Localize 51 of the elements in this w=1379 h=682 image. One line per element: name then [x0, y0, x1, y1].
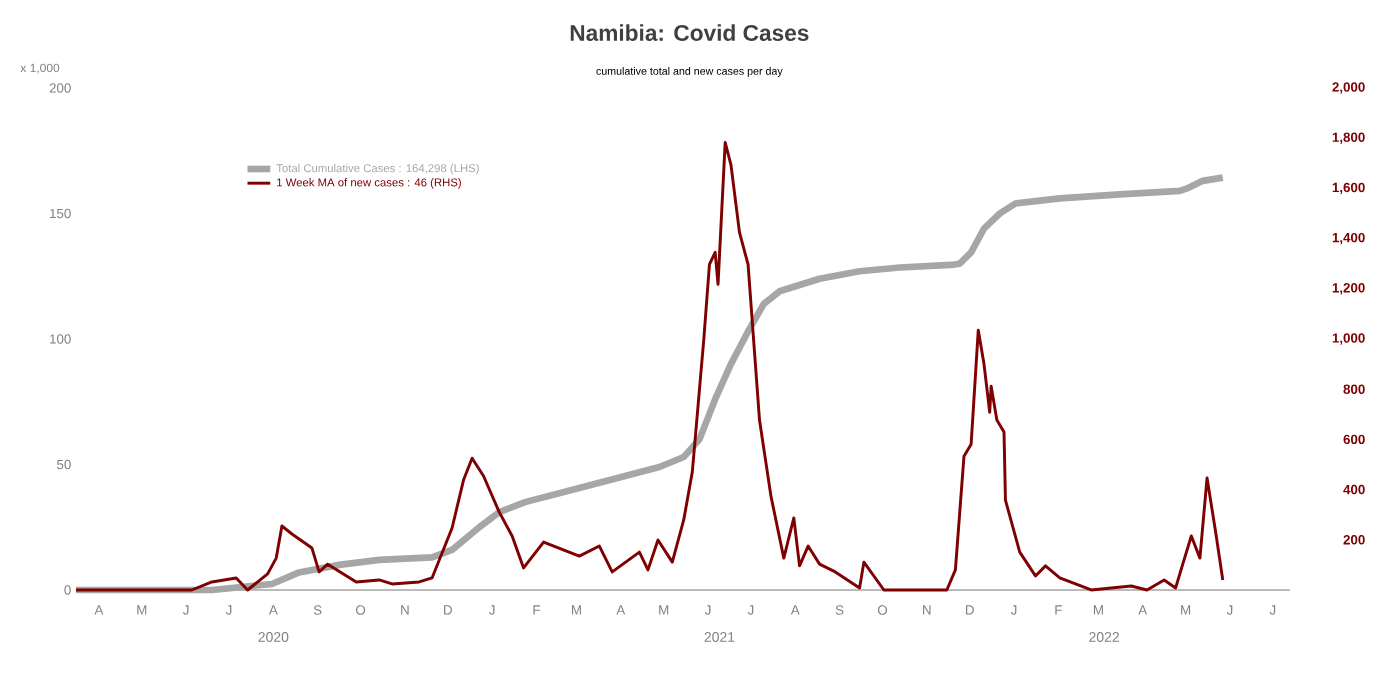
x-tick-label: 2022 — [1089, 632, 1119, 642]
y2-tick-label: 200 — [1343, 535, 1365, 545]
text: A — [616, 605, 626, 615]
text: J — [1226, 605, 1233, 615]
text: F — [533, 605, 540, 615]
x-tick-label: 2020 — [258, 632, 289, 642]
text: N — [401, 605, 409, 615]
text: M — [1181, 605, 1191, 615]
chart-subtitle: cumulative total and new cases per day — [596, 67, 783, 77]
text: J — [747, 605, 754, 615]
y-tick-label: 200 — [49, 83, 71, 93]
y2-tick-label: 600 — [1343, 434, 1365, 445]
text: A — [268, 605, 278, 615]
y2-tick-label: 1,200 — [1332, 283, 1365, 295]
text: J — [225, 605, 232, 615]
text: N — [923, 605, 931, 615]
text: J — [488, 605, 495, 615]
text: D — [444, 605, 452, 615]
y-tick-label: 50 — [57, 459, 71, 470]
y-axis-title: x 1,000 — [20, 63, 60, 74]
y-tick-label: 100 — [50, 334, 71, 344]
text: J — [704, 605, 711, 615]
y-tick-label: 0 — [64, 585, 71, 595]
text: S — [835, 605, 844, 615]
chart-title: Namibia: Covid Cases — [570, 24, 809, 41]
text: J — [182, 605, 189, 615]
text: D — [965, 605, 974, 615]
text: A — [1138, 605, 1148, 615]
text: J — [1269, 605, 1276, 615]
text: F — [1055, 605, 1062, 615]
y2-tick-label: 1,400 — [1332, 232, 1365, 245]
text: M — [1093, 605, 1103, 615]
legend-label: Total Cumulative Cases : 164,298 (LHS) — [276, 163, 479, 175]
legend-label: 1 Week MA of new cases : 46 (RHS) — [277, 178, 461, 189]
text: A — [790, 605, 800, 615]
text: J — [1010, 605, 1017, 615]
y2-tick-label: 1,000 — [1332, 333, 1365, 345]
y-tick-label: 150 — [50, 208, 71, 219]
y2-tick-label: 2,000 — [1332, 82, 1365, 94]
x-tick-label: 2021 — [704, 632, 735, 642]
text: O — [877, 605, 888, 615]
y2-tick-label: 800 — [1343, 384, 1365, 394]
text: M — [137, 605, 147, 615]
y2-tick-label: 1,800 — [1332, 132, 1365, 144]
text: S — [313, 605, 322, 615]
text: M — [572, 605, 581, 615]
text: A — [94, 605, 104, 615]
text: O — [356, 605, 366, 615]
y2-tick-label: 1,600 — [1332, 182, 1365, 195]
text: M — [659, 605, 669, 615]
y2-tick-label: 400 — [1343, 484, 1365, 495]
